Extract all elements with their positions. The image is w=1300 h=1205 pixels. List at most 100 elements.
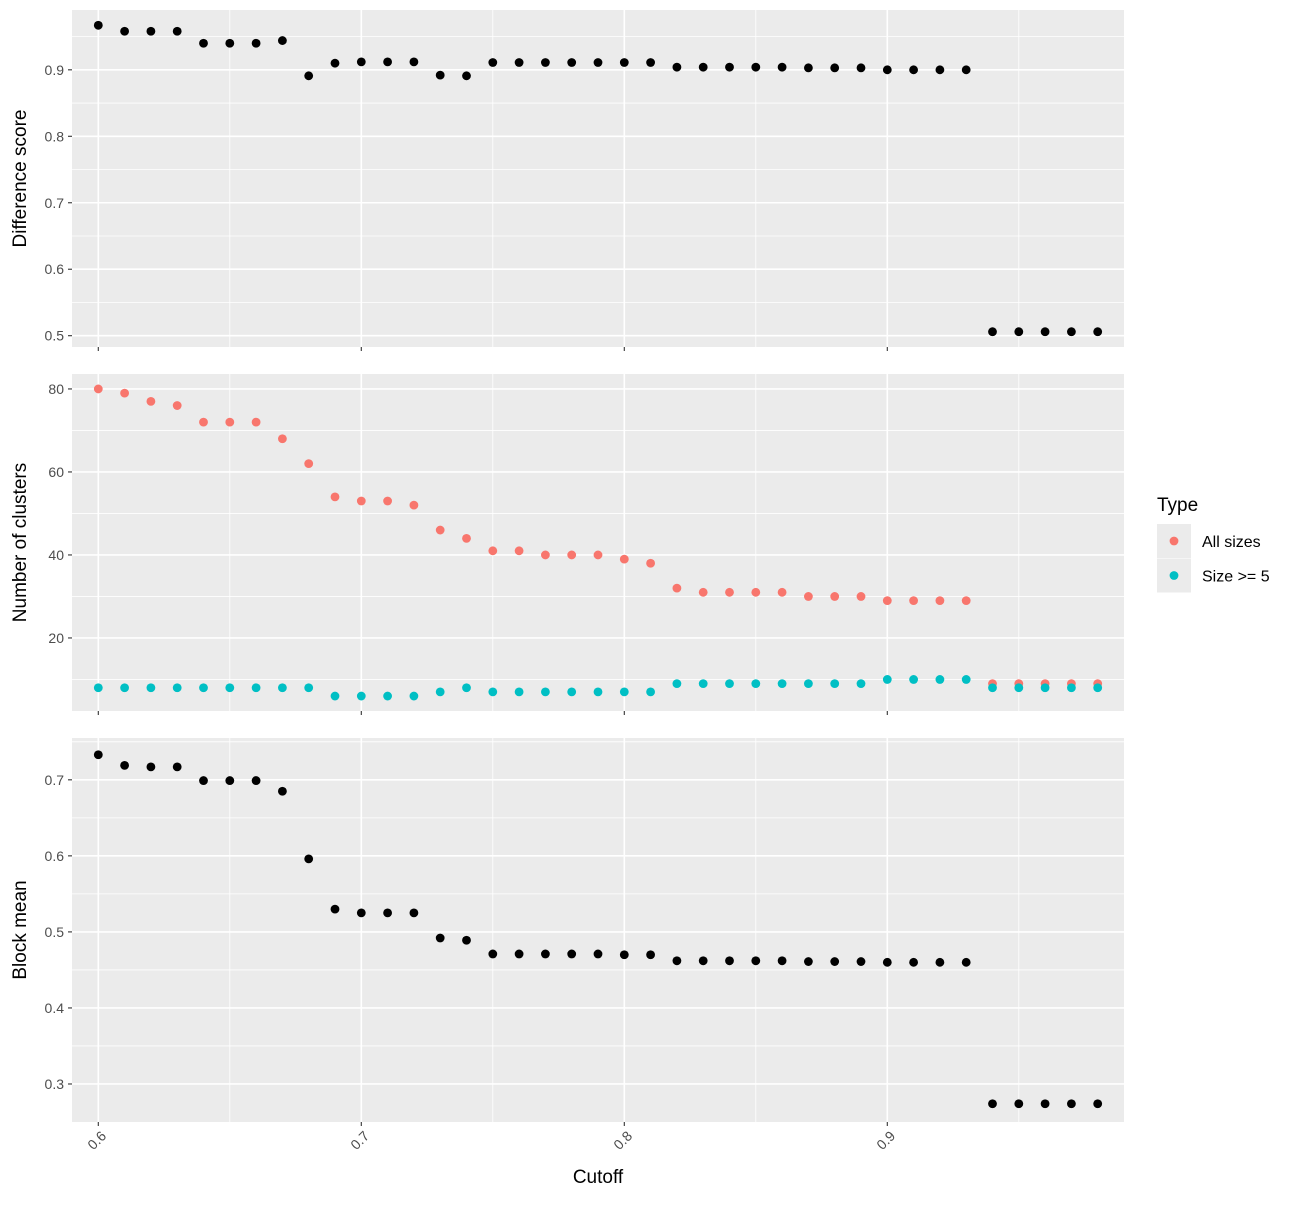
data-point (856, 592, 866, 601)
data-point (199, 417, 208, 427)
data-point (856, 679, 866, 689)
panel-middle: 20 40 60 80 Number of clusters (10, 374, 1124, 715)
y-tick-label: 0.5 (45, 924, 65, 940)
data-point (462, 935, 471, 945)
data-point (882, 957, 892, 967)
data-point (646, 950, 655, 960)
data-point (225, 417, 235, 427)
data-point (1067, 1099, 1076, 1109)
data-point (619, 950, 629, 960)
data-point (93, 20, 103, 30)
data-point (646, 558, 655, 568)
data-point (541, 58, 550, 67)
data-point (593, 949, 603, 959)
data-point (804, 592, 813, 601)
data-point (1040, 683, 1050, 693)
data-point (698, 679, 708, 689)
data-point (935, 596, 945, 606)
data-point (93, 683, 103, 693)
x-tick-label: 0.7 (347, 1127, 372, 1152)
data-point (567, 58, 577, 67)
x-tick-label: 0.8 (610, 1127, 635, 1152)
y-axis-title: Number of clusters (10, 463, 31, 622)
data-point (251, 683, 261, 693)
data-point (199, 683, 208, 693)
data-point (120, 26, 129, 36)
panel-bottom: 0.3 0.4 0.5 0.6 0.7 0.6 0.7 0.8 0.9 Block mean (10, 738, 1124, 1153)
legend-title: Type (1157, 495, 1198, 516)
data-point (146, 683, 156, 693)
panels-layer: 0.5 0.6 0.7 0.8 0.9 Difference score 20 40 60 80 N… (10, 10, 1124, 1153)
data-point (646, 58, 655, 67)
legend: Type All sizes Size >= 5 (1157, 495, 1270, 593)
data-point (514, 546, 524, 556)
data-point (593, 550, 603, 560)
data-point (961, 596, 971, 606)
data-point (830, 63, 840, 73)
data-point (777, 587, 787, 597)
data-point (619, 554, 629, 564)
data-point (409, 908, 419, 918)
data-point (988, 683, 997, 693)
data-point (514, 58, 524, 67)
data-point (672, 583, 682, 593)
data-point (698, 956, 708, 966)
data-point (356, 691, 366, 701)
data-point (909, 65, 918, 75)
data-point (988, 327, 997, 337)
data-point (698, 587, 708, 597)
data-point (567, 949, 577, 959)
y-tick-label: 0.3 (45, 1076, 65, 1092)
data-point (304, 854, 314, 864)
data-point (172, 401, 182, 410)
data-point (1093, 1099, 1103, 1109)
data-point (830, 592, 840, 601)
data-point (593, 687, 603, 697)
data-point (804, 679, 813, 689)
data-point (304, 71, 314, 81)
data-point (278, 434, 287, 444)
legend-label: All sizes (1202, 534, 1261, 551)
data-point (356, 496, 366, 506)
data-point (856, 63, 866, 73)
data-point (435, 687, 445, 697)
data-point (304, 683, 314, 693)
data-point (567, 550, 577, 560)
y-tick-label: 60 (48, 464, 64, 480)
data-point (330, 492, 340, 502)
data-point (120, 388, 129, 398)
data-point (909, 675, 918, 684)
data-point (251, 417, 261, 427)
data-point (725, 956, 734, 966)
data-point (278, 36, 287, 45)
y-tick-label: 0.7 (45, 772, 65, 788)
data-point (567, 687, 577, 697)
data-point (1014, 327, 1024, 337)
y-tick-label: 0.9 (45, 62, 65, 78)
x-tick-label: 0.9 (873, 1127, 898, 1152)
y-tick-label: 0.4 (45, 1000, 65, 1016)
data-point (172, 683, 182, 693)
data-point (199, 38, 208, 48)
x-axis-title: Cutoff (573, 1167, 624, 1188)
data-point (409, 57, 419, 67)
data-point (120, 683, 129, 693)
y-tick-label: 20 (48, 630, 64, 646)
data-point (672, 956, 682, 966)
data-point (1093, 327, 1103, 337)
data-point (646, 687, 655, 697)
data-point (462, 71, 471, 81)
data-point (961, 65, 971, 75)
data-point (409, 691, 419, 701)
data-point (199, 776, 208, 785)
data-point (541, 687, 550, 697)
data-point (672, 679, 682, 689)
data-point (1040, 1099, 1050, 1109)
data-point (462, 683, 471, 693)
y-axis-title: Block mean (10, 880, 31, 979)
data-point (830, 957, 840, 966)
data-point (751, 62, 761, 72)
data-point (93, 384, 103, 394)
data-point (1014, 1099, 1024, 1109)
data-point (514, 687, 524, 697)
